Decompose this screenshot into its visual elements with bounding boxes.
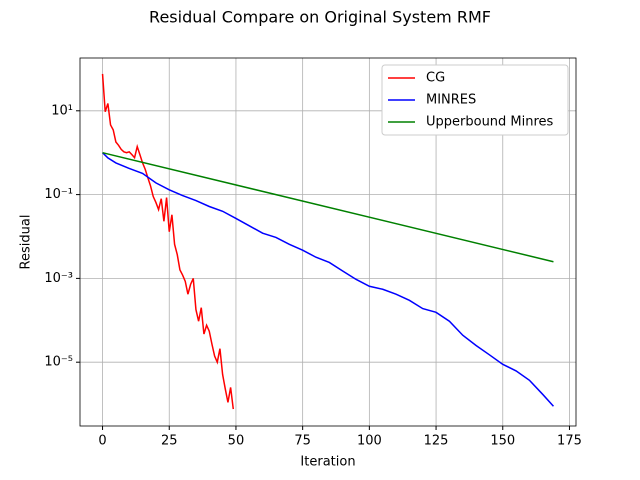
- legend-box: [381, 64, 569, 136]
- x-axis-label: Iteration: [300, 455, 355, 470]
- y-tick-label: 10⁻³: [44, 271, 73, 286]
- series-line: [101, 73, 235, 410]
- series-line: [102, 151, 554, 263]
- x-tick-label: 100: [357, 434, 382, 449]
- x-tick-label: 50: [228, 434, 245, 449]
- legend-label: CG: [426, 71, 445, 86]
- y-tick-label: 10⁻⁵: [44, 355, 73, 370]
- y-tick-label: 10⁻¹: [44, 187, 73, 202]
- chart-title: Residual Compare on Original System RMF: [149, 8, 491, 27]
- x-tick-label: 25: [161, 434, 178, 449]
- x-tick-label: 0: [98, 434, 106, 449]
- x-tick-label: 175: [557, 434, 582, 449]
- y-tick-label: 10¹: [51, 103, 73, 118]
- series-line: [102, 152, 555, 407]
- x-tick-label: 150: [490, 434, 515, 449]
- plot-frame: [79, 57, 577, 427]
- legend-label: MINRES: [426, 93, 476, 108]
- x-tick-label: 75: [294, 434, 311, 449]
- x-tick-label: 125: [424, 434, 449, 449]
- legend-label: Upperbound Minres: [426, 115, 554, 130]
- legend: CG MINRES Upperbound Minres: [381, 64, 569, 136]
- y-axis-label: Residual: [19, 215, 34, 270]
